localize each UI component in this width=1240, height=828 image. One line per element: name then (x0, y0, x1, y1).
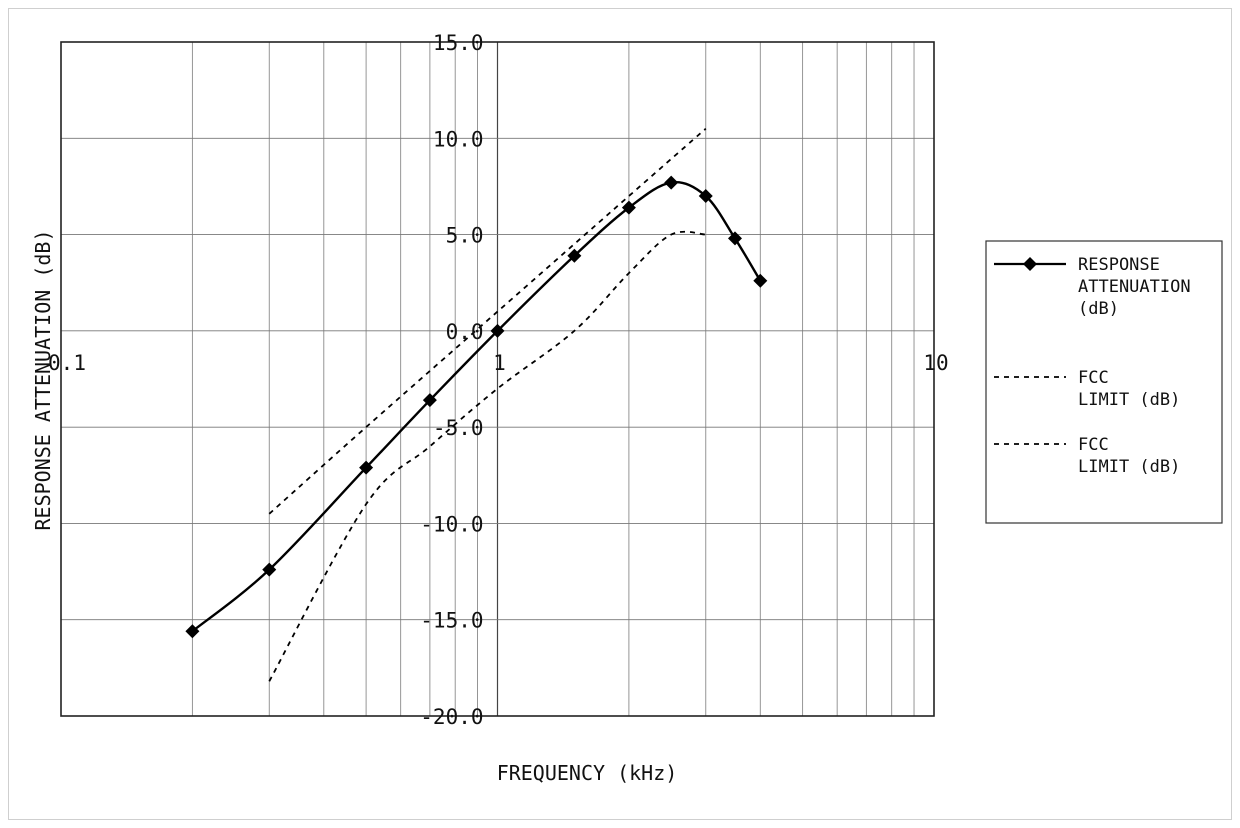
grid (61, 42, 934, 716)
y-tick-label: 0.0 (446, 320, 484, 344)
x-tick-label: 1 (493, 351, 506, 375)
data-point-diamond (422, 393, 437, 408)
data-point-diamond (664, 175, 679, 190)
y-tick-label: -5.0 (433, 416, 484, 440)
data-point-diamond (262, 562, 277, 577)
y-tick-label: 5.0 (446, 224, 484, 248)
legend-label: FCC (1078, 368, 1109, 388)
data-point-diamond (698, 189, 713, 204)
series-line-fcc-limit-1 (268, 127, 707, 515)
legend-label: LIMIT (dB) (1078, 390, 1180, 410)
legend-label: FCC (1078, 435, 1109, 455)
series-line-fcc-limit-2 (268, 230, 706, 682)
y-axis-title: RESPONSE ATTENUATION (dB) (31, 229, 55, 530)
tick-labels: 15.0 10.0 5.0 0.0 -5.0 -10.0 -15.0 -20.0 0.1 1 10 (48, 31, 949, 729)
y-tick-label: 15.0 (433, 31, 484, 55)
data-point-diamond (359, 460, 374, 475)
x-tick-label: 0.1 (48, 351, 86, 375)
legend-label: LIMIT (dB) (1078, 457, 1180, 477)
series-layer (185, 127, 768, 682)
legend-box (985, 240, 1223, 524)
x-axis-title: FREQUENCY (kHz) (497, 761, 678, 785)
x-tick-label: 10 (923, 351, 948, 375)
data-point-diamond (753, 273, 768, 288)
legend-label: RESPONSE (1078, 255, 1160, 275)
y-tick-label: -10.0 (420, 512, 483, 536)
data-point-diamond (621, 200, 636, 215)
data-point-diamond (567, 248, 582, 263)
legend-label: (dB) (1078, 299, 1119, 319)
data-point-diamond (490, 323, 505, 338)
y-tick-label: -15.0 (420, 609, 483, 633)
chart-frame (8, 8, 1232, 820)
y-tick-label: -20.0 (420, 705, 483, 729)
legend-diamond-marker (1023, 257, 1037, 271)
legend-label: ATTENUATION (1078, 277, 1191, 297)
data-point-diamond (727, 231, 742, 246)
plot-area (60, 41, 935, 717)
data-point-diamond (185, 624, 200, 639)
y-tick-label: 10.0 (433, 127, 484, 151)
